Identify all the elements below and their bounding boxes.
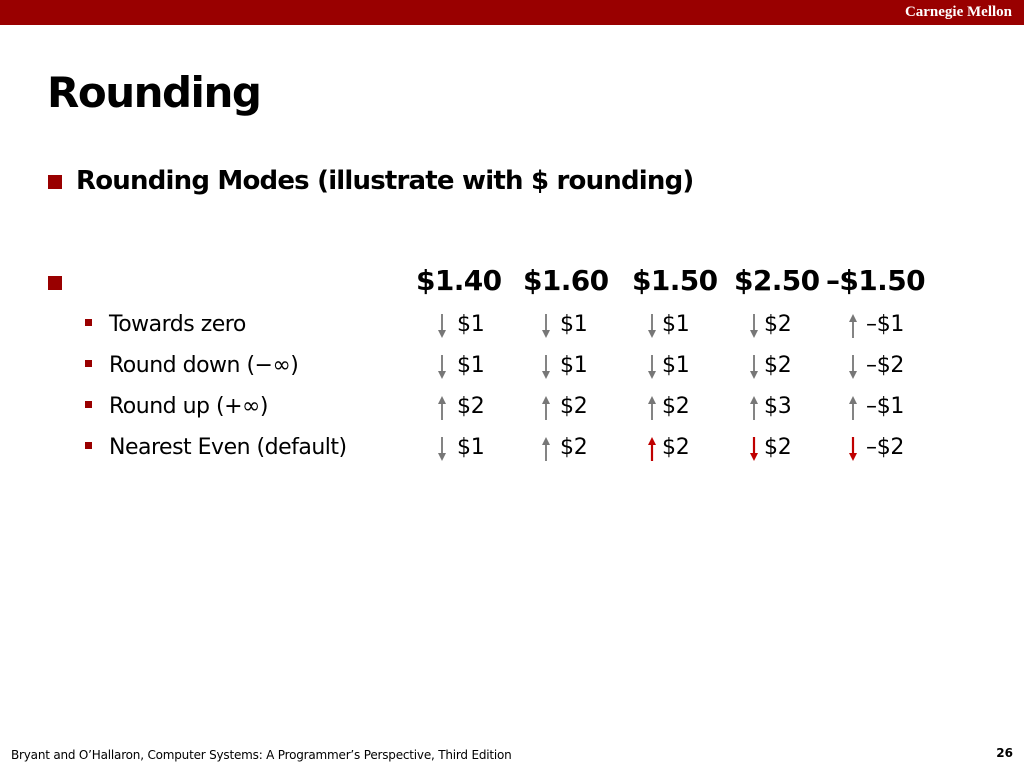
arrow-up-icon bbox=[648, 437, 656, 461]
sub-bullet-icon bbox=[85, 319, 92, 326]
footer-citation: Bryant and O’Hallaron, Computer Systems:… bbox=[11, 748, 512, 762]
arrow-up-icon bbox=[542, 437, 550, 461]
org-name: Carnegie Mellon bbox=[904, 4, 1012, 20]
cell-value: $2 bbox=[764, 435, 792, 460]
top-banner: Carnegie Mellon bbox=[0, 0, 1024, 25]
arrow-up-icon bbox=[542, 396, 550, 420]
arrow-up-icon bbox=[849, 396, 857, 420]
arrow-up-icon bbox=[750, 396, 758, 420]
arrow-up-icon bbox=[438, 396, 446, 420]
page-title: Rounding bbox=[47, 68, 262, 117]
cell-value: $2 bbox=[560, 435, 588, 460]
cell-value: –$2 bbox=[866, 435, 905, 460]
col-header-4: $2.50 bbox=[734, 264, 820, 297]
row-label-round-down: Round down (−∞) bbox=[109, 353, 299, 378]
cell-value: $2 bbox=[560, 394, 588, 419]
bullet-square-icon bbox=[48, 175, 62, 189]
row-label-nearest-even: Nearest Even (default) bbox=[109, 435, 347, 460]
cell-value: $2 bbox=[662, 394, 690, 419]
arrow-down-icon bbox=[542, 314, 550, 338]
cell-value: $1 bbox=[457, 435, 485, 460]
arrow-down-icon bbox=[542, 355, 550, 379]
cell-value: $1 bbox=[457, 353, 485, 378]
cell-value: –$1 bbox=[866, 312, 905, 337]
sub-bullet-icon bbox=[85, 401, 92, 408]
col-header-5: –$1.50 bbox=[826, 264, 926, 297]
sub-bullet-icon bbox=[85, 442, 92, 449]
row-label-towards-zero: Towards zero bbox=[109, 312, 246, 337]
bullet-square-icon bbox=[48, 276, 62, 290]
arrow-down-icon bbox=[438, 314, 446, 338]
cell-value: $2 bbox=[764, 353, 792, 378]
col-header-1: $1.40 bbox=[416, 264, 502, 297]
cell-value: $2 bbox=[764, 312, 792, 337]
arrow-down-icon bbox=[648, 355, 656, 379]
arrow-down-icon bbox=[438, 355, 446, 379]
cell-value: $2 bbox=[457, 394, 485, 419]
rounding-modes-heading: Rounding Modes (illustrate with $ roundi… bbox=[76, 166, 694, 196]
arrow-down-icon bbox=[750, 437, 758, 461]
cell-value: $1 bbox=[662, 353, 690, 378]
cell-value: –$2 bbox=[866, 353, 905, 378]
arrow-up-icon bbox=[849, 314, 857, 338]
cell-value: $1 bbox=[662, 312, 690, 337]
cell-value: $1 bbox=[560, 353, 588, 378]
col-header-3: $1.50 bbox=[632, 264, 718, 297]
cell-value: $2 bbox=[662, 435, 690, 460]
cell-value: $1 bbox=[560, 312, 588, 337]
arrow-down-icon bbox=[849, 437, 857, 461]
cell-value: –$1 bbox=[866, 394, 905, 419]
cell-value: $1 bbox=[457, 312, 485, 337]
arrow-down-icon bbox=[750, 355, 758, 379]
arrow-down-icon bbox=[849, 355, 857, 379]
arrow-down-icon bbox=[648, 314, 656, 338]
cell-value: $3 bbox=[764, 394, 792, 419]
row-label-round-up: Round up (+∞) bbox=[109, 394, 268, 419]
sub-bullet-icon bbox=[85, 360, 92, 367]
arrow-down-icon bbox=[750, 314, 758, 338]
col-header-2: $1.60 bbox=[523, 264, 609, 297]
arrow-down-icon bbox=[438, 437, 446, 461]
arrow-up-icon bbox=[648, 396, 656, 420]
page-number: 26 bbox=[996, 746, 1013, 760]
